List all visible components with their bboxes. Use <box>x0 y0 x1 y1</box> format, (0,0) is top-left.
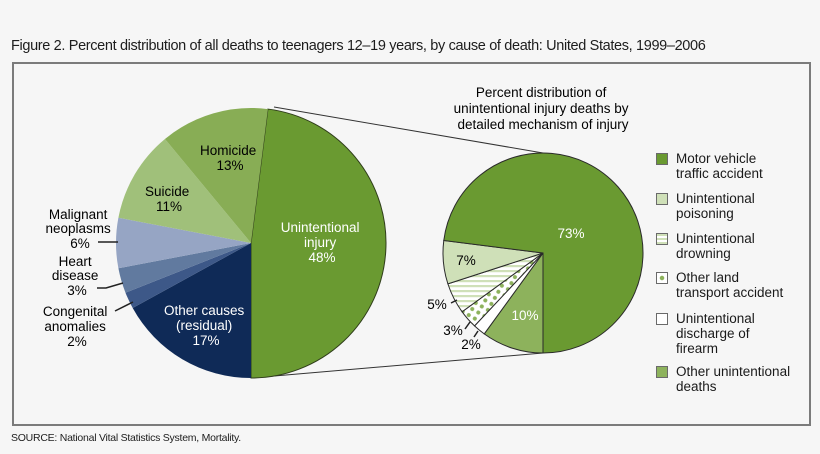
slice-unintentional-injury <box>250 108 387 379</box>
slice-suicide <box>118 138 251 243</box>
legend-item-other-land: Other land transport accident <box>656 270 783 300</box>
swatch-drowning <box>656 233 668 245</box>
legend-item-poisoning: Unintentional poisoning <box>656 191 755 221</box>
label-suicide: Suicide 11% <box>145 184 193 214</box>
slice-heart-disease <box>118 243 251 293</box>
slice-motor-vehicle-traffic-accident <box>443 152 644 354</box>
label-other-causes: Other causes (residual) 17% <box>164 303 248 348</box>
label-firearm: 2% <box>461 337 481 352</box>
label-motor: 73% <box>557 226 584 241</box>
slice-malignant-neoplasms <box>115 217 251 269</box>
label-otherunint: 10% <box>511 308 538 323</box>
slice-congenital-anomalies <box>125 243 251 309</box>
slice-other-causes-residual <box>132 243 251 378</box>
swatch-motor-vehicle <box>656 153 668 165</box>
figure-title: Figure 2. Percent distribution of all de… <box>11 38 706 54</box>
legend-item-firearm: Unintentional discharge of firearm <box>656 311 755 356</box>
chart-frame <box>12 62 811 426</box>
swatch-poisoning <box>656 193 668 205</box>
detail-pie-title: Percent distribution of unintentional in… <box>454 85 633 132</box>
leader-otherland <box>464 321 471 330</box>
connector-bottom <box>250 352 544 379</box>
swatch-other-unintentional <box>656 366 668 378</box>
connector-top <box>273 106 544 154</box>
label-poisoning: 7% <box>456 253 476 268</box>
label-drowning: 5% <box>427 297 447 312</box>
label-homicide: Homicide 13% <box>200 143 260 173</box>
main-pie <box>115 108 387 379</box>
legend-item-drowning: Unintentional drowning <box>656 231 755 261</box>
source-note: SOURCE: National Vital Statistics System… <box>11 432 241 444</box>
leader-firearm <box>473 330 479 338</box>
label-heart: Heart disease 3% <box>52 254 102 298</box>
label-unintentional: Unintentional injury 48% <box>281 220 364 265</box>
swatch-firearm <box>656 313 668 325</box>
label-malignant: Malignant neoplasms 6% <box>45 207 114 251</box>
legend-item-other-unintentional: Other unintentional deaths <box>656 364 790 394</box>
swatch-other-land <box>656 272 668 284</box>
slice-homicide <box>164 108 268 243</box>
leader-drowning <box>450 299 458 304</box>
detail-pie <box>442 152 644 354</box>
label-otherland: 3% <box>443 323 463 338</box>
label-congenital: Congenital anomalies 2% <box>43 304 111 349</box>
leader-heart <box>97 282 124 289</box>
leader-congenital <box>114 301 134 312</box>
legend-item-motor-vehicle: Motor vehicle traffic accident <box>656 151 763 181</box>
